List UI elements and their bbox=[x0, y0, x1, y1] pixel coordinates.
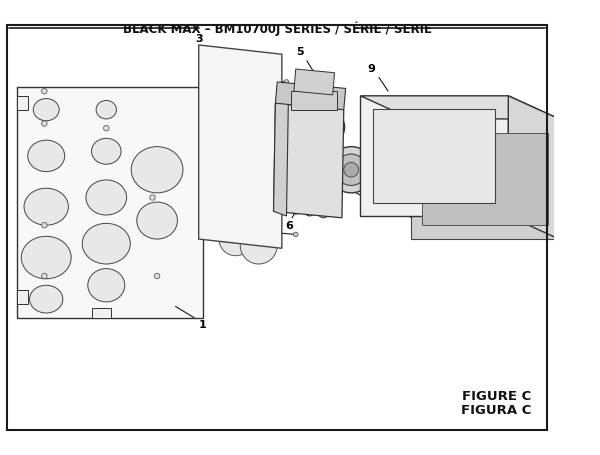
Circle shape bbox=[215, 75, 220, 80]
Circle shape bbox=[289, 96, 298, 105]
Text: 5: 5 bbox=[296, 47, 304, 57]
Ellipse shape bbox=[28, 140, 65, 172]
Text: FIGURA C: FIGURA C bbox=[461, 404, 532, 417]
Circle shape bbox=[236, 180, 281, 224]
Circle shape bbox=[284, 80, 289, 84]
Circle shape bbox=[283, 194, 290, 201]
Circle shape bbox=[154, 273, 160, 279]
Text: BLACK MAX – BM10700J SERIES / SÉRIE / SERIE: BLACK MAX – BM10700J SERIES / SÉRIE / SE… bbox=[123, 21, 432, 35]
Text: 3: 3 bbox=[196, 34, 203, 44]
Ellipse shape bbox=[82, 223, 130, 264]
Circle shape bbox=[217, 177, 254, 214]
Ellipse shape bbox=[91, 138, 121, 164]
Ellipse shape bbox=[29, 285, 63, 313]
Circle shape bbox=[362, 203, 373, 214]
Circle shape bbox=[41, 88, 47, 94]
Circle shape bbox=[283, 118, 290, 125]
Text: 5: 5 bbox=[262, 83, 270, 93]
Circle shape bbox=[318, 207, 329, 218]
Polygon shape bbox=[17, 86, 203, 318]
Circle shape bbox=[210, 149, 215, 154]
Circle shape bbox=[328, 147, 374, 193]
Circle shape bbox=[215, 93, 220, 98]
Circle shape bbox=[283, 165, 290, 171]
Circle shape bbox=[104, 126, 109, 131]
Polygon shape bbox=[199, 45, 282, 248]
Text: 7: 7 bbox=[371, 196, 379, 206]
Ellipse shape bbox=[33, 99, 59, 121]
Polygon shape bbox=[508, 96, 559, 239]
Polygon shape bbox=[17, 290, 28, 304]
Circle shape bbox=[577, 187, 588, 197]
Ellipse shape bbox=[88, 268, 125, 302]
Circle shape bbox=[295, 113, 315, 134]
Polygon shape bbox=[274, 103, 344, 218]
Ellipse shape bbox=[21, 236, 71, 279]
Circle shape bbox=[208, 200, 213, 204]
Polygon shape bbox=[294, 69, 335, 95]
Ellipse shape bbox=[131, 147, 183, 193]
Polygon shape bbox=[361, 96, 559, 119]
Text: 2: 2 bbox=[200, 65, 208, 75]
Polygon shape bbox=[568, 179, 596, 205]
Polygon shape bbox=[411, 119, 559, 239]
Circle shape bbox=[290, 203, 301, 214]
Circle shape bbox=[289, 127, 293, 131]
Text: 9: 9 bbox=[367, 64, 375, 74]
Circle shape bbox=[289, 99, 293, 104]
Circle shape bbox=[292, 156, 296, 160]
Circle shape bbox=[289, 107, 322, 140]
Circle shape bbox=[307, 73, 322, 87]
Text: FIGURE C: FIGURE C bbox=[462, 389, 532, 403]
Circle shape bbox=[208, 225, 212, 229]
Polygon shape bbox=[17, 96, 28, 110]
Polygon shape bbox=[275, 82, 346, 110]
Circle shape bbox=[362, 98, 373, 109]
Circle shape bbox=[235, 129, 283, 177]
Text: 4: 4 bbox=[254, 83, 262, 93]
Polygon shape bbox=[361, 96, 508, 216]
Circle shape bbox=[41, 121, 47, 126]
Circle shape bbox=[240, 227, 277, 264]
Circle shape bbox=[219, 79, 252, 112]
Circle shape bbox=[496, 98, 506, 109]
Ellipse shape bbox=[137, 202, 178, 239]
Circle shape bbox=[293, 232, 298, 237]
Circle shape bbox=[208, 177, 213, 181]
Circle shape bbox=[238, 80, 279, 121]
Bar bbox=[291, 91, 337, 110]
Circle shape bbox=[318, 117, 338, 137]
Circle shape bbox=[311, 111, 345, 144]
Circle shape bbox=[41, 222, 47, 228]
Circle shape bbox=[496, 203, 506, 214]
Circle shape bbox=[41, 273, 47, 279]
Circle shape bbox=[292, 183, 296, 188]
Circle shape bbox=[304, 205, 315, 216]
Polygon shape bbox=[274, 103, 289, 216]
Circle shape bbox=[283, 150, 290, 157]
Circle shape bbox=[283, 106, 290, 113]
Circle shape bbox=[283, 137, 290, 143]
Ellipse shape bbox=[86, 180, 127, 215]
Circle shape bbox=[283, 180, 290, 187]
Ellipse shape bbox=[24, 188, 68, 225]
Polygon shape bbox=[92, 308, 111, 318]
Circle shape bbox=[330, 98, 339, 107]
Text: 6: 6 bbox=[286, 222, 293, 232]
Text: 1: 1 bbox=[199, 320, 206, 330]
Ellipse shape bbox=[96, 101, 116, 119]
Circle shape bbox=[215, 126, 256, 167]
Polygon shape bbox=[422, 133, 548, 225]
Circle shape bbox=[344, 162, 359, 177]
Circle shape bbox=[292, 206, 296, 211]
Circle shape bbox=[210, 121, 215, 126]
Circle shape bbox=[150, 195, 155, 200]
Polygon shape bbox=[373, 109, 496, 203]
Circle shape bbox=[335, 154, 367, 186]
Circle shape bbox=[219, 222, 252, 256]
